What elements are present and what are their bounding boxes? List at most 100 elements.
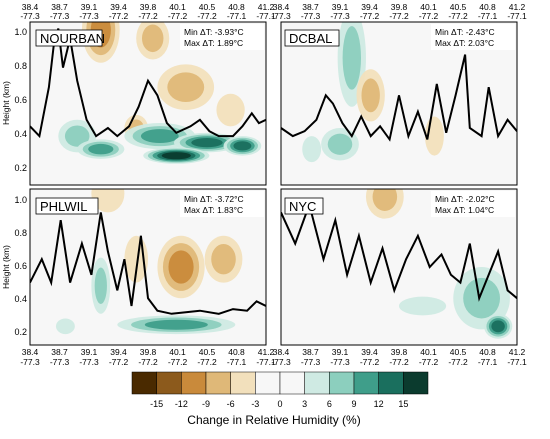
x-tick-label-lat: 41.2 <box>509 2 526 12</box>
x-tick-label-lat: 38.7 <box>302 2 319 12</box>
x-tick-label-lat: 39.8 <box>391 347 408 357</box>
rh-change-contour <box>91 189 125 213</box>
colorbar-title: Change in Relative Humidity (%) <box>187 413 360 427</box>
x-tick-label-lat: 40.5 <box>199 347 216 357</box>
colorbar-swatch <box>181 371 207 395</box>
x-tick-label-lon: -77.2 <box>360 11 380 21</box>
rh-change-contour <box>361 78 380 113</box>
panel-nyc: NYC Min ΔT: -2.02°C Max ΔT: 1.04°C 38.4-… <box>271 188 527 367</box>
colorbar-tick-label: -15 <box>150 399 163 409</box>
x-tick-label-lat: 40.5 <box>450 347 467 357</box>
x-tick-label-lon: -77.3 <box>271 11 291 21</box>
x-tick-label-lon: -77.1 <box>227 11 247 21</box>
x-tick-label-lon: -77.3 <box>50 11 70 21</box>
x-tick-label-lon: -77.2 <box>197 11 217 21</box>
rh-change-contour <box>399 296 447 316</box>
x-tick-label-lat: 39.4 <box>361 347 378 357</box>
rh-change-contour <box>302 136 322 163</box>
y-ticks: 1.0 0.8 0.6 0.4 0.2 <box>14 27 27 173</box>
x-tick-label-lon: -77.3 <box>20 11 40 21</box>
colorbar-swatch <box>378 371 404 395</box>
x-tick-label-lat: 40.1 <box>169 2 186 12</box>
y-tick-label: 1.0 <box>14 27 27 37</box>
x-tick-label-lat: 39.8 <box>391 2 408 12</box>
panel-label: NYC <box>289 199 316 214</box>
panel-label: DCBAL <box>289 31 332 46</box>
x-tick-label-lon: -77.3 <box>50 357 70 367</box>
colorbar-tick-label: 9 <box>351 399 356 409</box>
y-tick-label: 0.4 <box>14 294 27 304</box>
x-tick-label-lon: -77.2 <box>168 11 188 21</box>
x-tick-label-lon: -77.3 <box>79 357 99 367</box>
x-tick-label-lat: 39.4 <box>110 2 127 12</box>
y-tick-label: 1.0 <box>14 195 27 205</box>
x-tick-label-lon: -77.3 <box>271 357 291 367</box>
x-tick-label-lat: 40.8 <box>479 2 496 12</box>
colorbar-tick-label: 6 <box>327 399 332 409</box>
x-tick-label-lat: 40.8 <box>228 2 245 12</box>
x-tick-label-lat: 38.4 <box>22 347 39 357</box>
x-tick-label-lon: -77.2 <box>448 357 468 367</box>
rh-change-contour <box>141 24 164 53</box>
zero-contour-line <box>281 201 517 302</box>
colorbar-tick-label: -9 <box>202 399 210 409</box>
zero-contour-line <box>30 212 266 315</box>
rh-change-contour <box>491 320 505 333</box>
x-tick-label-lat: 38.4 <box>22 2 39 12</box>
rh-change-contour <box>327 133 353 155</box>
x-tick-label-lon: -77.3 <box>301 357 321 367</box>
x-tick-label-lat: 38.4 <box>273 347 290 357</box>
x-tick-label-lat: 40.5 <box>199 2 216 12</box>
x-tick-label-lat: 39.4 <box>361 2 378 12</box>
x-tick-label-lat: 39.1 <box>332 2 349 12</box>
y-tick-label: 0.2 <box>14 163 27 173</box>
rh-change-contour <box>191 137 223 148</box>
x-tick-label-lat: 39.8 <box>140 347 157 357</box>
x-tick-label-lon: -77.1 <box>478 11 498 21</box>
rh-change-contour <box>94 267 107 304</box>
y-tick-label: 0.4 <box>14 129 27 139</box>
y-tick-label: 0.6 <box>14 261 27 271</box>
colorbar-swatch <box>255 371 281 395</box>
x-tick-label-lon: -77.2 <box>419 357 439 367</box>
x-tick-label-lat: 40.1 <box>169 347 186 357</box>
y-axis-label: Height (km) <box>1 245 11 289</box>
colorbar-swatch <box>205 371 231 395</box>
x-tick-label-lon: -77.1 <box>507 11 527 21</box>
x-tick-label-lat: 38.7 <box>51 347 68 357</box>
x-tick-label-lat: 39.1 <box>332 347 349 357</box>
colorbar-tick-label: -3 <box>251 399 259 409</box>
x-tick-label-lon: -77.1 <box>507 357 527 367</box>
rh-change-contour <box>161 152 191 160</box>
x-tick-label-lat: 40.8 <box>228 347 245 357</box>
x-tick-label-lat: 41.2 <box>258 347 275 357</box>
min-delta-t: Min ΔT: -2.02°C <box>435 194 495 204</box>
rh-change-contour <box>216 93 245 127</box>
colorbar-swatch <box>156 371 182 395</box>
rh-change-contour <box>342 26 362 90</box>
rh-change-contour <box>140 129 179 144</box>
x-tick-label-lon: -77.1 <box>478 357 498 367</box>
x-tick-label-lon: -77.2 <box>419 11 439 21</box>
x-tick-label-lon: -77.2 <box>448 11 468 21</box>
x-tick-label-lon: -77.3 <box>301 11 321 21</box>
rh-change-contour <box>55 318 75 335</box>
x-tick-label-lat: 40.1 <box>420 2 437 12</box>
y-tick-label: 0.8 <box>14 61 27 71</box>
y-axis-label: Height (km) <box>1 81 11 125</box>
rh-change-contour <box>88 143 114 155</box>
colorbar-swatch <box>230 371 256 395</box>
rh-change-contour <box>168 250 194 284</box>
x-tick-label-lat: 38.4 <box>273 2 290 12</box>
colorbar-tick-label: 0 <box>277 399 282 409</box>
colorbar-swatch <box>353 371 379 395</box>
panel-label: PHLWIL <box>40 199 87 214</box>
x-tick-label-lon: -77.2 <box>138 357 158 367</box>
x-tick-label-lon: -77.1 <box>227 357 247 367</box>
colorbar-swatch <box>403 371 429 395</box>
rh-change-contour <box>463 277 501 319</box>
y-tick-label: 0.2 <box>14 327 27 337</box>
panel-phlwil: PHLWIL Min ΔT: -3.72°C Max ΔT: 1.83°C 1.… <box>1 188 276 367</box>
x-tick-label-lat: 40.1 <box>420 347 437 357</box>
